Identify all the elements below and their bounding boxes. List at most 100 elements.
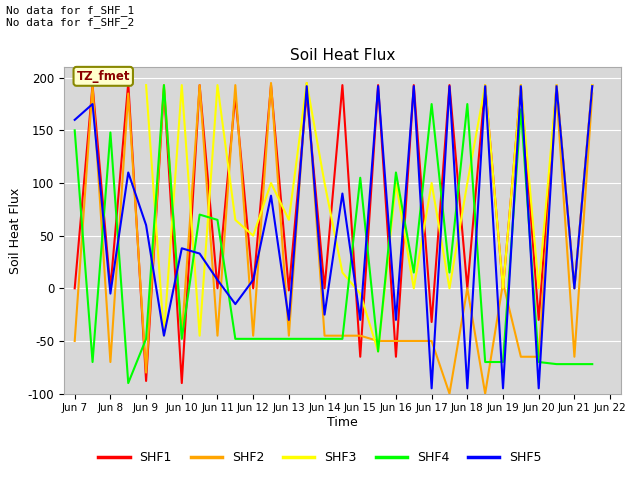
SHF1 xyxy=(392,354,400,360)
SHF3 xyxy=(142,82,150,88)
SHF3 xyxy=(321,180,328,186)
SHF4 xyxy=(89,359,97,365)
SHF1 xyxy=(124,80,132,86)
SHF3 xyxy=(392,180,400,186)
SHF3 xyxy=(267,180,275,186)
SHF1 xyxy=(588,82,596,88)
SHF5 xyxy=(303,83,310,89)
SHF5 xyxy=(517,83,525,89)
Title: Soil Heat Flux: Soil Heat Flux xyxy=(290,48,395,63)
SHF5 xyxy=(250,277,257,283)
SHF5 xyxy=(445,83,453,89)
SHF2 xyxy=(410,338,418,344)
SHF1 xyxy=(428,319,435,325)
SHF2 xyxy=(160,82,168,88)
SHF1 xyxy=(71,286,79,291)
SHF3 xyxy=(250,233,257,239)
SHF2 xyxy=(321,333,328,338)
SHF2 xyxy=(392,338,400,344)
SHF3 xyxy=(285,217,292,223)
Line: SHF2: SHF2 xyxy=(75,83,592,394)
SHF3 xyxy=(553,82,561,88)
SHF3 xyxy=(356,291,364,297)
SHF3 xyxy=(196,333,204,338)
SHF3 xyxy=(570,286,578,291)
SHF5 xyxy=(89,101,97,107)
SHF4 xyxy=(463,101,471,107)
SHF4 xyxy=(356,175,364,180)
SHF5 xyxy=(214,277,221,283)
SHF4 xyxy=(160,82,168,88)
SHF4 xyxy=(124,380,132,386)
SHF3 xyxy=(232,217,239,223)
SHF4 xyxy=(410,270,418,276)
SHF3 xyxy=(160,333,168,338)
SHF2 xyxy=(517,354,525,360)
SHF2 xyxy=(89,83,97,89)
SHF4 xyxy=(570,361,578,367)
SHF5 xyxy=(232,301,239,307)
SHF3 xyxy=(374,348,382,354)
SHF5 xyxy=(285,317,292,323)
SHF5 xyxy=(160,333,168,338)
SHF5 xyxy=(410,83,418,89)
SHF1 xyxy=(374,82,382,88)
Text: No data for f_SHF_1
No data for f_SHF_2: No data for f_SHF_1 No data for f_SHF_2 xyxy=(6,5,134,28)
SHF4 xyxy=(142,336,150,342)
SHF4 xyxy=(285,336,292,342)
SHF1 xyxy=(89,82,97,88)
SHF2 xyxy=(339,333,346,338)
SHF4 xyxy=(374,348,382,354)
SHF1 xyxy=(499,286,507,291)
SHF4 xyxy=(553,361,561,367)
SHF5 xyxy=(356,317,364,323)
SHF1 xyxy=(106,286,114,291)
SHF5 xyxy=(142,222,150,228)
SHF5 xyxy=(71,117,79,123)
SHF3 xyxy=(214,82,221,88)
SHF5 xyxy=(106,291,114,297)
SHF1 xyxy=(535,317,543,323)
SHF2 xyxy=(535,354,543,360)
SHF3 xyxy=(178,82,186,88)
SHF3 xyxy=(517,82,525,88)
SHF5 xyxy=(499,385,507,391)
Text: TZ_fmet: TZ_fmet xyxy=(77,70,130,83)
SHF1 xyxy=(285,288,292,293)
Legend: SHF1, SHF2, SHF3, SHF4, SHF5: SHF1, SHF2, SHF3, SHF4, SHF5 xyxy=(93,446,547,469)
SHF2 xyxy=(374,338,382,344)
SHF2 xyxy=(196,82,204,88)
SHF3 xyxy=(445,286,453,291)
SHF4 xyxy=(267,336,275,342)
SHF2 xyxy=(588,91,596,96)
SHF2 xyxy=(142,370,150,375)
SHF1 xyxy=(481,82,489,88)
SHF2 xyxy=(303,80,310,86)
SHF5 xyxy=(392,317,400,323)
SHF4 xyxy=(392,169,400,175)
SHF2 xyxy=(106,359,114,365)
SHF2 xyxy=(71,338,79,344)
SHF2 xyxy=(178,333,186,338)
SHF2 xyxy=(463,286,471,291)
SHF5 xyxy=(570,286,578,291)
SHF4 xyxy=(303,336,310,342)
SHF5 xyxy=(321,312,328,317)
SHF5 xyxy=(463,385,471,391)
SHF2 xyxy=(499,280,507,286)
SHF2 xyxy=(214,333,221,338)
SHF1 xyxy=(517,82,525,88)
SHF5 xyxy=(428,385,435,391)
SHF1 xyxy=(553,82,561,88)
SHF3 xyxy=(499,286,507,291)
SHF4 xyxy=(481,359,489,365)
SHF4 xyxy=(214,217,221,223)
SHF4 xyxy=(250,336,257,342)
SHF3 xyxy=(535,286,543,291)
Line: SHF3: SHF3 xyxy=(146,83,592,351)
SHF2 xyxy=(124,91,132,96)
SHF4 xyxy=(535,359,543,365)
SHF1 xyxy=(178,380,186,386)
SHF1 xyxy=(196,82,204,88)
SHF2 xyxy=(267,80,275,86)
